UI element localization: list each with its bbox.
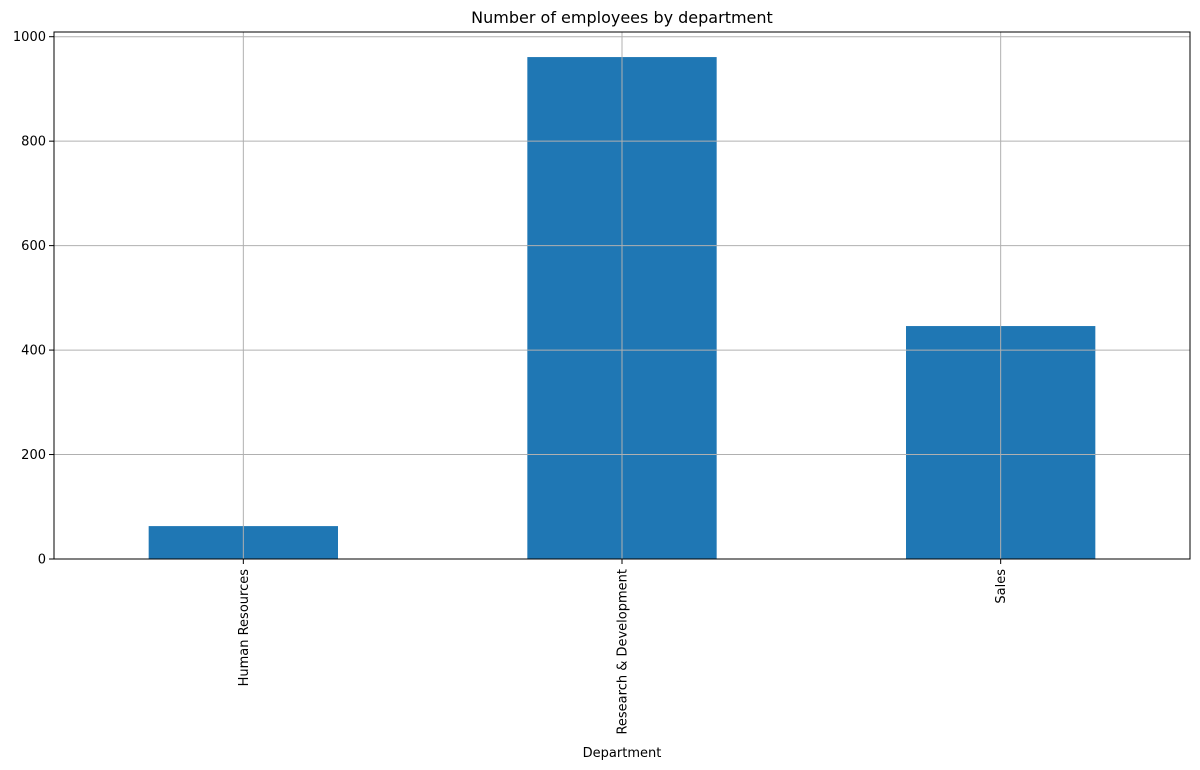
y-tick-label: 0 — [38, 553, 46, 568]
bars-layer — [148, 57, 1096, 559]
x-tick-label: Research & Development — [616, 569, 631, 735]
x-tick-label: Human Resources — [237, 569, 252, 687]
y-tick-label: 1000 — [13, 30, 46, 45]
x-tick-label: Sales — [994, 569, 1009, 604]
ticks-layer: 0 200 400 600 800 1000 Human Resources Research… — [13, 30, 1009, 734]
y-tick-label: 400 — [21, 344, 46, 359]
x-axis-label: Department — [583, 746, 662, 761]
y-tick-label: 800 — [21, 135, 46, 150]
y-tick-label: 600 — [21, 239, 46, 254]
chart-title: Number of employees by department — [471, 8, 773, 27]
y-tick-label: 200 — [21, 448, 46, 463]
